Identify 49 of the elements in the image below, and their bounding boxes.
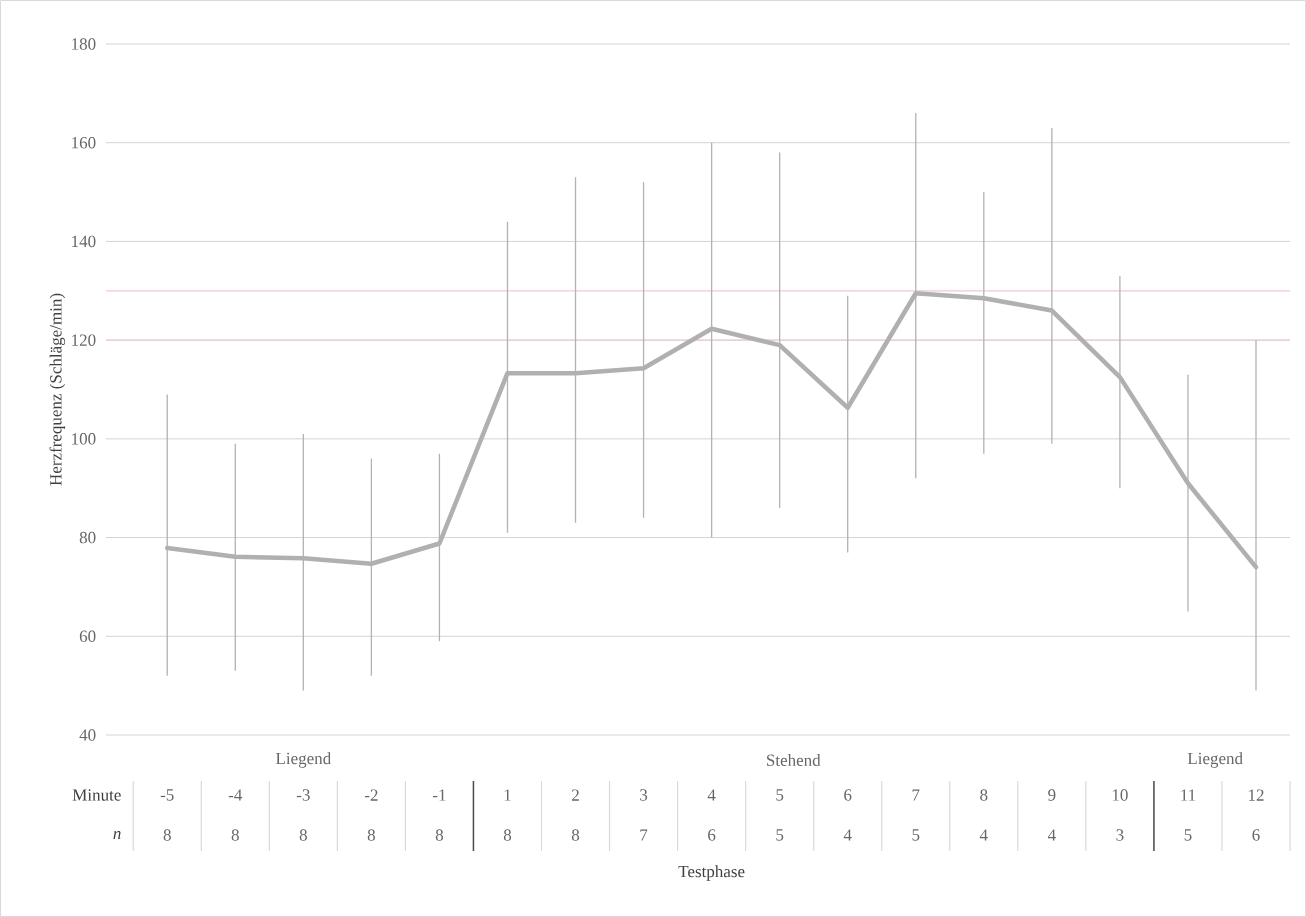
y-tick-label: 40 xyxy=(79,729,96,741)
text: 5 xyxy=(776,829,784,841)
x-tick-label: -5 xyxy=(160,789,174,801)
x-axis-title: Testphase xyxy=(678,865,745,881)
x-tick-label: -3 xyxy=(296,789,310,801)
x-tick-label: 5 xyxy=(776,789,784,801)
y-tick-label: 160 xyxy=(72,136,96,149)
text: 8 xyxy=(367,829,375,841)
y-tick-label: 120 xyxy=(72,334,96,346)
text: 8 xyxy=(231,829,239,841)
y-axis-title: Herzfrequenz (Schläge/min) xyxy=(49,293,66,486)
text: 8 xyxy=(503,829,512,841)
text: Liegend xyxy=(1187,752,1243,768)
text: n xyxy=(113,830,121,840)
x-tick-label: 8 xyxy=(980,789,988,801)
text: 8 xyxy=(571,829,580,841)
y-tick-label: 140 xyxy=(72,235,96,248)
x-tick-label: 7 xyxy=(912,789,920,801)
x-tick-label: 9 xyxy=(1048,789,1056,801)
x-tick-label: 4 xyxy=(707,789,716,801)
x-tick-label: 11 xyxy=(1181,789,1196,801)
text: 8 xyxy=(163,829,171,841)
text: Stehend xyxy=(767,754,821,766)
y-tick-label: 180 xyxy=(72,38,96,50)
text: Liegend xyxy=(275,752,331,768)
text: 6 xyxy=(1252,829,1260,841)
x-tick-label: 10 xyxy=(1112,789,1128,801)
text: Minute xyxy=(72,789,121,801)
text: 8 xyxy=(435,829,444,841)
x-tick-label: -1 xyxy=(432,789,446,801)
text: 4 xyxy=(979,829,988,841)
y-tick-label: 80 xyxy=(79,531,96,544)
text: 7 xyxy=(640,829,648,841)
text: 4 xyxy=(843,829,852,841)
x-tick-label: 1 xyxy=(504,789,511,801)
x-tick-label: 3 xyxy=(640,789,648,801)
text: 6 xyxy=(708,829,716,841)
text: 3 xyxy=(1116,829,1124,841)
x-tick-label: 6 xyxy=(844,789,852,801)
x-tick-label: 2 xyxy=(572,789,579,801)
text: 4 xyxy=(1047,829,1056,841)
x-tick-label: -4 xyxy=(228,789,243,801)
x-tick-label: 12 xyxy=(1249,789,1264,801)
text: 5 xyxy=(912,829,920,841)
y-tick-label: 100 xyxy=(72,433,96,445)
y-tick-label: 60 xyxy=(79,630,96,643)
text: 8 xyxy=(299,829,307,841)
x-tick-label: -2 xyxy=(364,789,378,801)
text: 5 xyxy=(1184,829,1192,841)
